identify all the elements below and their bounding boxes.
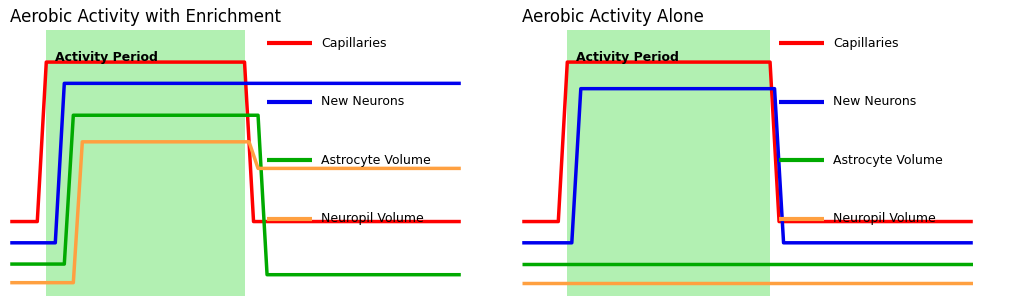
Text: Aerobic Activity with Enrichment: Aerobic Activity with Enrichment — [10, 8, 282, 26]
Text: Activity Period: Activity Period — [55, 51, 158, 64]
Text: Activity Period: Activity Period — [577, 51, 679, 64]
Text: Capillaries: Capillaries — [834, 37, 899, 50]
Text: Neuropil Volume: Neuropil Volume — [322, 212, 424, 225]
Text: Neuropil Volume: Neuropil Volume — [834, 212, 936, 225]
Text: Astrocyte Volume: Astrocyte Volume — [322, 154, 431, 167]
Bar — [46, 30, 245, 296]
Bar — [567, 30, 770, 296]
Text: New Neurons: New Neurons — [322, 95, 404, 108]
Text: Aerobic Activity Alone: Aerobic Activity Alone — [522, 8, 705, 26]
Text: New Neurons: New Neurons — [834, 95, 916, 108]
Text: Astrocyte Volume: Astrocyte Volume — [834, 154, 943, 167]
Text: Capillaries: Capillaries — [322, 37, 387, 50]
